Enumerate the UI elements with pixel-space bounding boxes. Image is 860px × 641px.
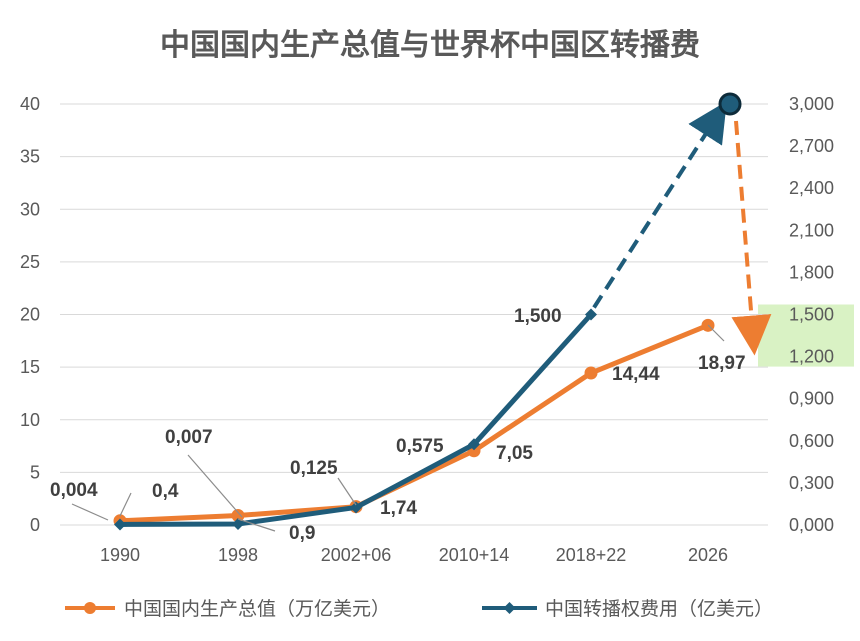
right-tick-label: 1,200 <box>789 347 834 367</box>
data-point-fee <box>232 518 244 531</box>
data-point-gdp <box>584 366 598 380</box>
legend-marker-fee <box>503 602 516 614</box>
category-label: 2002+06 <box>321 545 392 565</box>
right-axis: 0,000 0,300 0,600 0,900 1,200 1,500 1,800 2,100… <box>789 94 834 535</box>
data-point-gdp <box>231 509 245 523</box>
leader-line <box>119 492 132 517</box>
right-tick-label: 2,400 <box>789 178 834 198</box>
left-tick-label: 25 <box>20 252 40 272</box>
x-axis: 1990 1998 2002+06 2010+14 2018+22 2026 <box>100 545 728 565</box>
left-tick-label: 0 <box>30 515 40 535</box>
left-tick-label: 35 <box>20 147 40 167</box>
data-label-fee: 0,125 <box>290 458 338 479</box>
projection-point-fee <box>718 92 742 116</box>
right-tick-label: 2,700 <box>789 136 834 156</box>
data-label-gdp: 0,9 <box>289 523 315 544</box>
category-label: 2026 <box>688 545 728 565</box>
data-labels: 0,4 0,9 1,74 7,05 14,44 18,97 0,004 0,007 0,125 0… <box>50 306 746 544</box>
highlight-rect <box>758 304 854 367</box>
left-tick-label: 15 <box>20 357 40 377</box>
left-tick-label: 30 <box>20 199 40 219</box>
data-label-gdp: 0,4 <box>152 481 179 502</box>
legend-marker-gdp <box>84 602 96 614</box>
left-axis: 0 5 10 15 20 25 30 35 40 <box>20 94 40 535</box>
legend-label-fee: 中国转播权费用（亿美元） <box>545 598 773 620</box>
left-tick-label: 20 <box>20 305 40 325</box>
data-label-gdp: 1,74 <box>380 498 417 519</box>
data-label-fee: 0,004 <box>50 480 98 501</box>
left-tick-label: 40 <box>20 94 40 114</box>
right-tick-label: 0,600 <box>789 431 834 451</box>
gridlines <box>60 103 768 526</box>
legend: 中国国内生产总值（万亿美元） 中国转播权费用（亿美元） <box>65 598 773 620</box>
data-label-fee: 0,575 <box>396 436 444 457</box>
highlight-band <box>758 304 854 367</box>
left-tick-label: 10 <box>20 410 40 430</box>
chart-title: 中国国内生产总值与世界杯中国区转播费 <box>160 28 700 63</box>
data-label-gdp: 7,05 <box>496 443 533 464</box>
projection-arrow-gdp <box>731 120 772 356</box>
leader-line <box>337 477 357 506</box>
series-broadcast-fee <box>114 308 597 531</box>
data-point-fee <box>350 501 362 514</box>
right-tick-label: 0,900 <box>789 389 834 409</box>
data-label-gdp: 14,44 <box>612 364 660 385</box>
right-tick-label: 1,800 <box>789 262 834 282</box>
category-label: 1998 <box>218 545 258 565</box>
category-label: 2018+22 <box>556 545 627 565</box>
label-leaders <box>71 324 725 532</box>
data-label-gdp: 18,97 <box>698 353 746 374</box>
series-gdp <box>113 318 715 528</box>
projection-arrows <box>592 92 772 356</box>
projection-arrow-fee <box>592 101 727 309</box>
series-line-gdp <box>119 323 709 524</box>
leader-line <box>187 454 243 518</box>
leader-line <box>71 503 109 521</box>
right-tick-label: 0,000 <box>789 515 834 535</box>
right-tick-label: 0,300 <box>789 473 834 493</box>
category-label: 2010+14 <box>439 545 510 565</box>
legend-label-gdp: 中国国内生产总值（万亿美元） <box>124 598 390 620</box>
data-label-fee: 1,500 <box>514 306 562 327</box>
data-point-fee <box>468 438 480 451</box>
category-label: 1990 <box>100 545 140 565</box>
right-tick-label: 3,000 <box>789 94 834 114</box>
leader-line <box>237 518 276 532</box>
right-tick-label: 2,100 <box>789 220 834 240</box>
data-point-fee <box>585 308 597 321</box>
data-label-fee: 0,007 <box>165 427 213 448</box>
leader-line <box>707 324 725 342</box>
data-point-fee <box>114 518 126 531</box>
right-tick-label: 1,500 <box>789 305 834 325</box>
left-tick-label: 5 <box>30 462 40 482</box>
